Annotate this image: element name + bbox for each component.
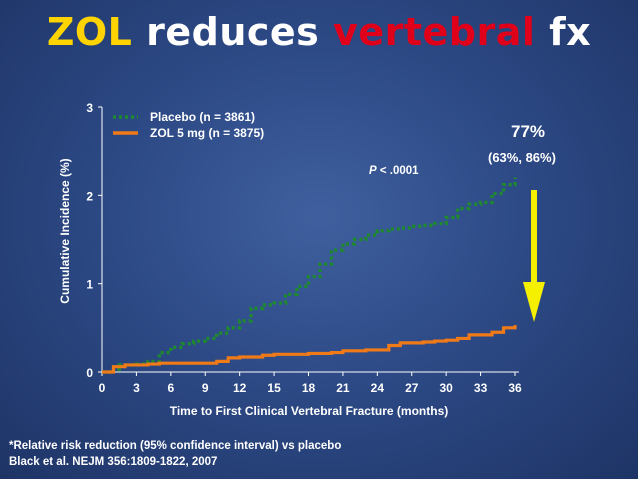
title-zol: ZOL	[46, 10, 133, 54]
x-tick-label: 30	[439, 381, 453, 395]
x-tick-label: 15	[267, 381, 281, 395]
placebo-series-line	[102, 177, 517, 374]
risk-reduction-arrow	[523, 190, 545, 322]
y-tick-label: 1	[86, 278, 93, 292]
footnote-citation: Black et al. NEJM 356:1809-1822, 2007	[9, 456, 218, 468]
x-tick-label: 21	[336, 381, 350, 395]
x-tick-label: 33	[474, 381, 488, 395]
footnote-rrr-definition: *Relative risk reduction (95% confidence…	[9, 440, 342, 452]
chart-legend: Placebo (n = 3861) ZOL 5 mg (n = 3875)	[113, 110, 264, 140]
legend-label-zol: ZOL 5 mg (n = 3875)	[150, 126, 264, 140]
x-tick-label: 3	[133, 381, 140, 395]
slide-title: ZOL reduces vertebral fx	[0, 10, 638, 54]
x-tick-label: 36	[508, 381, 522, 395]
arrow-head	[523, 282, 545, 322]
rrr-percent: 77%	[511, 122, 546, 141]
chart-lines	[102, 177, 517, 374]
chart-axes	[101, 107, 519, 373]
x-tick-label: 18	[302, 381, 316, 395]
x-tick-label: 27	[405, 381, 419, 395]
y-axis-label: Cumulative Incidence (%)	[58, 158, 72, 303]
x-tick-label: 9	[202, 381, 209, 395]
zol-series-line	[102, 325, 517, 374]
title-fx: fx	[535, 10, 592, 54]
y-tick-label: 3	[86, 101, 93, 115]
x-tick-label: 24	[371, 381, 385, 395]
x-tick-label: 0	[99, 381, 106, 395]
rrr-confidence-interval: (63%, 86%)	[488, 150, 556, 165]
p-label: P	[369, 165, 377, 177]
p-value: < .0001	[376, 165, 419, 177]
x-axis-label: Time to First Clinical Vertebral Fractur…	[170, 404, 449, 418]
x-tick-label: 6	[167, 381, 174, 395]
legend-label-placebo: Placebo (n = 3861)	[150, 110, 255, 124]
arrow-shaft	[531, 190, 537, 282]
title-reduces: reduces	[132, 10, 334, 54]
y-tick-label: 0	[86, 366, 93, 380]
p-value-annotation: P < .0001	[369, 165, 419, 177]
y-tick-label: 2	[86, 189, 93, 203]
x-tick-label: 12	[233, 381, 247, 395]
title-vertebral: vertebral	[333, 10, 536, 54]
